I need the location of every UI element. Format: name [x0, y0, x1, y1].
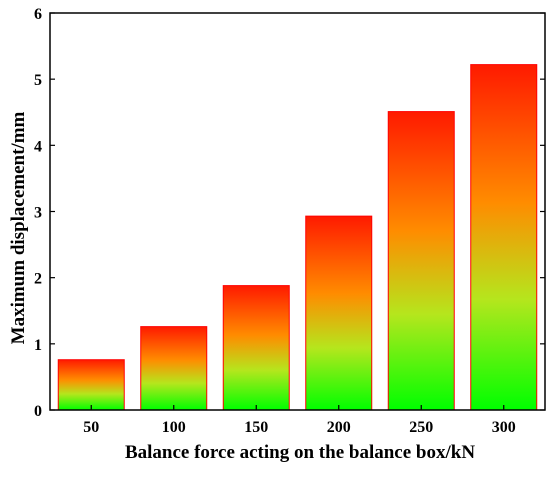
x-tick-label: 200: [327, 419, 351, 436]
bar-200: [305, 215, 373, 411]
bar-250: [387, 111, 455, 411]
y-tick-label: 5: [34, 72, 42, 89]
bar-50: [57, 359, 125, 411]
y-tick-label: 2: [34, 271, 42, 288]
x-tick-label: 250: [409, 419, 433, 436]
bar-150: [222, 285, 290, 411]
y-axis-title: Maximum displacement/mm: [8, 111, 29, 344]
x-tick-label: 150: [244, 419, 268, 436]
x-axis-title: Balance force acting on the balance box/…: [125, 442, 475, 463]
axes: 50 100 150 200 250 300 0 1 2 3 4 5 6: [34, 6, 546, 436]
y-tick-label: 3: [34, 205, 42, 222]
x-tick-label: 100: [162, 419, 186, 436]
y-tick-label: 4: [34, 138, 42, 155]
bars-layer: [57, 64, 538, 411]
y-tick-label: 1: [34, 337, 42, 354]
x-tick-label: 300: [492, 419, 516, 436]
y-tick-label: 6: [34, 6, 42, 23]
y-tick-label: 0: [34, 403, 42, 420]
plot-frame: [49, 12, 546, 411]
bar-300: [470, 64, 538, 411]
bar-100: [140, 326, 208, 411]
x-tick-label: 50: [83, 419, 99, 436]
